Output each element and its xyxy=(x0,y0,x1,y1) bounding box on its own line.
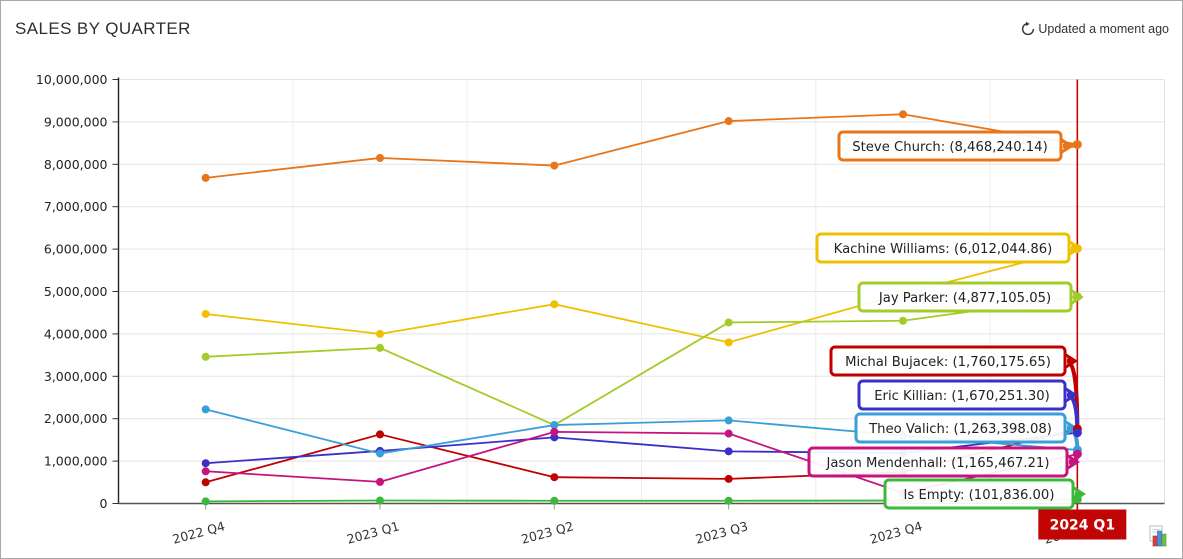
final-data-point-eric-killian[interactable] xyxy=(1072,428,1082,438)
data-point-jay-parker[interactable] xyxy=(724,318,733,327)
page-title: SALES BY QUARTER xyxy=(15,19,191,38)
series-line-steve-church xyxy=(205,113,1078,179)
data-point-eric-killian[interactable] xyxy=(550,433,559,442)
data-point-is-empty[interactable] xyxy=(724,496,733,505)
callout-label: Is Empty: (101,836.00) xyxy=(904,488,1055,503)
y-tick-label: 6,000,000 xyxy=(44,242,108,257)
data-point-steve-church[interactable] xyxy=(201,173,210,182)
y-tick-label: 3,000,000 xyxy=(44,369,108,384)
threshold-label-box xyxy=(1038,509,1127,540)
callout-box xyxy=(807,446,1069,478)
y-tick-label: 9,000,000 xyxy=(44,114,108,129)
data-point-theo-valich[interactable] xyxy=(201,405,210,414)
final-data-point-jay-parker[interactable] xyxy=(1072,292,1082,302)
data-point-is-empty[interactable] xyxy=(550,496,559,505)
final-data-point-steve-church[interactable] xyxy=(1072,139,1082,149)
data-point-kachine-williams[interactable] xyxy=(550,300,559,309)
data-point-kachine-williams[interactable] xyxy=(201,309,210,318)
callout-jay-parker[interactable]: Jay Parker: (4,877,105.05) xyxy=(857,281,1084,313)
callout-michal-bujacek[interactable]: Michal Bujacek: (1,760,175.65) xyxy=(829,345,1080,429)
callout-kachine-williams[interactable]: Kachine Williams: (6,012,044.86) xyxy=(815,232,1082,264)
callout-is-empty[interactable]: Is Empty: (101,836.00) xyxy=(883,478,1086,510)
data-point-jason-mendenhall[interactable] xyxy=(724,429,733,438)
x-tick-label: 2023 Q1 xyxy=(345,518,401,546)
data-point-theo-valich[interactable] xyxy=(724,416,733,425)
x-tick-label: 2023 Q2 xyxy=(519,518,575,546)
data-point-steve-church[interactable] xyxy=(899,110,907,119)
series-line-jay-parker xyxy=(205,295,1078,427)
callout-eric-killian[interactable]: Eric Killian: (1,670,251.30) xyxy=(857,379,1080,433)
callout-box xyxy=(854,412,1067,444)
y-tick-label: 2,000,000 xyxy=(44,411,108,426)
data-point-theo-valich[interactable] xyxy=(376,449,384,458)
y-tick-label: 8,000,000 xyxy=(44,157,108,172)
data-point-jason-mendenhall[interactable] xyxy=(376,477,384,486)
y-tick-label: 0 xyxy=(100,496,108,511)
threshold-label-text: 2024 Q1 xyxy=(1050,518,1115,534)
x-tick-label: 2023 Q3 xyxy=(694,518,750,546)
callout-arrow xyxy=(1066,453,1080,471)
final-data-point-kachine-williams[interactable] xyxy=(1072,244,1082,254)
chart-watermark-icon[interactable] xyxy=(1147,525,1169,547)
data-point-jay-parker[interactable] xyxy=(376,343,384,352)
callout-box xyxy=(883,478,1075,510)
data-point-michal-bujacek[interactable] xyxy=(724,474,733,483)
callout-steve-church[interactable]: Steve Church: (8,468,240.14) xyxy=(837,130,1080,162)
data-point-steve-church[interactable] xyxy=(376,153,384,162)
callout-arrow xyxy=(1064,386,1078,404)
data-point-is-empty[interactable] xyxy=(201,497,210,506)
threshold-label: 2024 Q1 xyxy=(1038,509,1127,540)
refresh-icon[interactable] xyxy=(1020,21,1036,37)
callout-label: Michal Bujacek: (1,760,175.65) xyxy=(845,355,1051,370)
data-point-michal-bujacek[interactable] xyxy=(201,478,210,487)
callout-arrow xyxy=(1064,419,1078,437)
callout-box xyxy=(815,232,1071,264)
final-data-point-jason-mendenhall[interactable] xyxy=(1072,449,1082,459)
data-point-michal-bujacek[interactable] xyxy=(550,473,559,482)
data-point-jay-parker[interactable] xyxy=(899,316,907,325)
callout-label: Steve Church: (8,468,240.14) xyxy=(852,140,1047,155)
data-point-eric-killian[interactable] xyxy=(201,459,210,468)
data-point-steve-church[interactable] xyxy=(550,161,559,170)
data-point-kachine-williams[interactable] xyxy=(376,329,384,338)
y-tick-label: 7,000,000 xyxy=(44,199,108,214)
callout-box xyxy=(857,379,1067,411)
data-point-eric-killian[interactable] xyxy=(724,447,733,456)
callout-label: Theo Valich: (1,263,398.08) xyxy=(868,422,1052,437)
callout-arrow xyxy=(1064,352,1078,370)
data-point-kachine-williams[interactable] xyxy=(724,338,733,347)
data-point-theo-valich[interactable] xyxy=(550,421,559,430)
callout-box xyxy=(829,345,1067,377)
callout-box xyxy=(837,130,1063,162)
x-tick-label: 2022 Q4 xyxy=(171,518,227,546)
callout-label: Eric Killian: (1,670,251.30) xyxy=(874,389,1050,404)
data-point-is-empty[interactable] xyxy=(376,496,384,505)
y-tick-label: 10,000,000 xyxy=(36,72,108,87)
data-point-jason-mendenhall[interactable] xyxy=(201,467,210,476)
callout-label: Kachine Williams: (6,012,044.86) xyxy=(834,242,1053,257)
callout-jason-mendenhall[interactable]: Jason Mendenhall: (1,165,467.21) xyxy=(807,446,1080,478)
updated-text: Updated a moment ago xyxy=(1038,22,1169,36)
callout-box xyxy=(857,281,1073,313)
data-point-jason-mendenhall[interactable] xyxy=(550,427,559,436)
final-data-point-is-empty[interactable] xyxy=(1072,494,1082,504)
data-point-jay-parker[interactable] xyxy=(201,352,210,361)
callout-arrow xyxy=(1060,137,1074,155)
updated-status: Updated a moment ago xyxy=(1020,21,1169,37)
y-tick-label: 4,000,000 xyxy=(44,326,108,341)
callout-label: Jason Mendenhall: (1,165,467.21) xyxy=(826,456,1050,471)
y-tick-label: 5,000,000 xyxy=(44,284,108,299)
y-tick-label: 1,000,000 xyxy=(44,454,108,469)
callout-theo-valich[interactable]: Theo Valich: (1,263,398.08) xyxy=(854,412,1080,450)
x-tick-label: 2023 Q4 xyxy=(868,518,924,546)
callout-label: Jay Parker: (4,877,105.05) xyxy=(878,291,1051,306)
data-point-michal-bujacek[interactable] xyxy=(376,430,384,439)
data-point-steve-church[interactable] xyxy=(724,117,733,126)
